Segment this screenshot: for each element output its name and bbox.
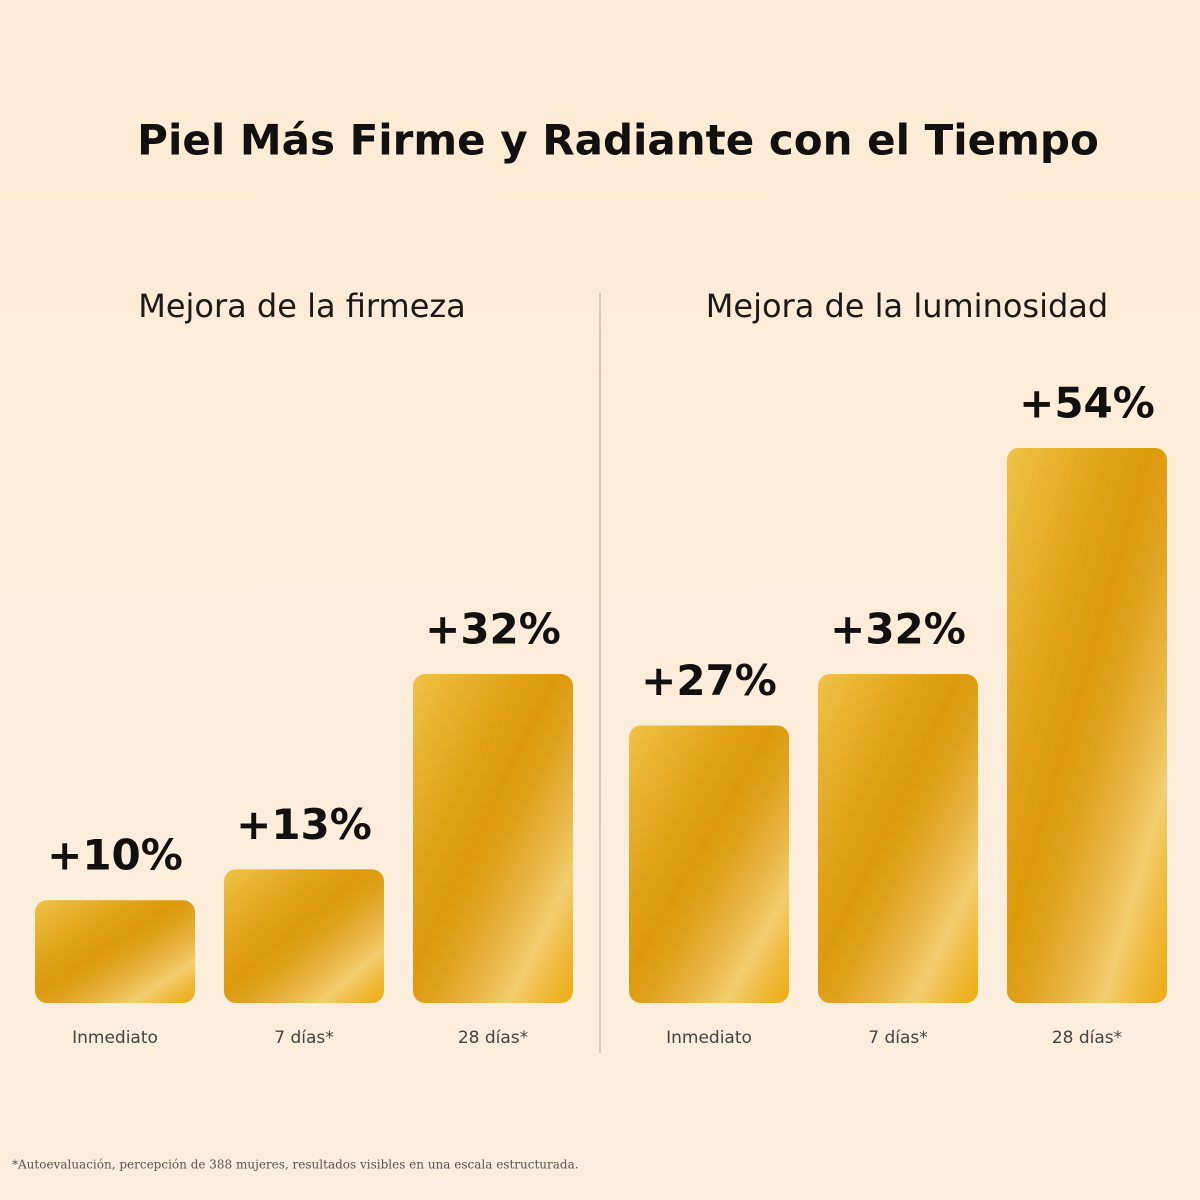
category-label: Inmediato [666, 1028, 752, 1048]
category-label: 7 días* [274, 1028, 334, 1048]
bar-sheen [1007, 448, 1167, 1003]
value-label: +32% [830, 605, 966, 654]
category-label: 28 días* [1052, 1028, 1122, 1048]
bar-sheen [818, 674, 978, 1003]
chart-subtitle: Mejora de la luminosidad [706, 287, 1108, 325]
page-title: Piel Más Firme y Radiante con el Tiempo [137, 116, 1099, 165]
bar-sheen [35, 900, 195, 1003]
value-label: +32% [425, 605, 561, 654]
chart-subtitle: Mejora de la firmeza [138, 287, 466, 325]
bar-sheen [413, 674, 573, 1003]
category-label: 7 días* [868, 1028, 928, 1048]
value-label: +54% [1019, 379, 1155, 428]
bar-sheen [629, 725, 789, 1003]
category-label: 28 días* [458, 1028, 528, 1048]
footnote: *Autoevaluación, percepción de 388 mujer… [12, 1158, 579, 1172]
category-label: Inmediato [72, 1028, 158, 1048]
value-label: +27% [641, 656, 777, 705]
bar-sheen [224, 869, 384, 1003]
value-label: +13% [236, 800, 372, 849]
value-label: +10% [47, 831, 183, 880]
